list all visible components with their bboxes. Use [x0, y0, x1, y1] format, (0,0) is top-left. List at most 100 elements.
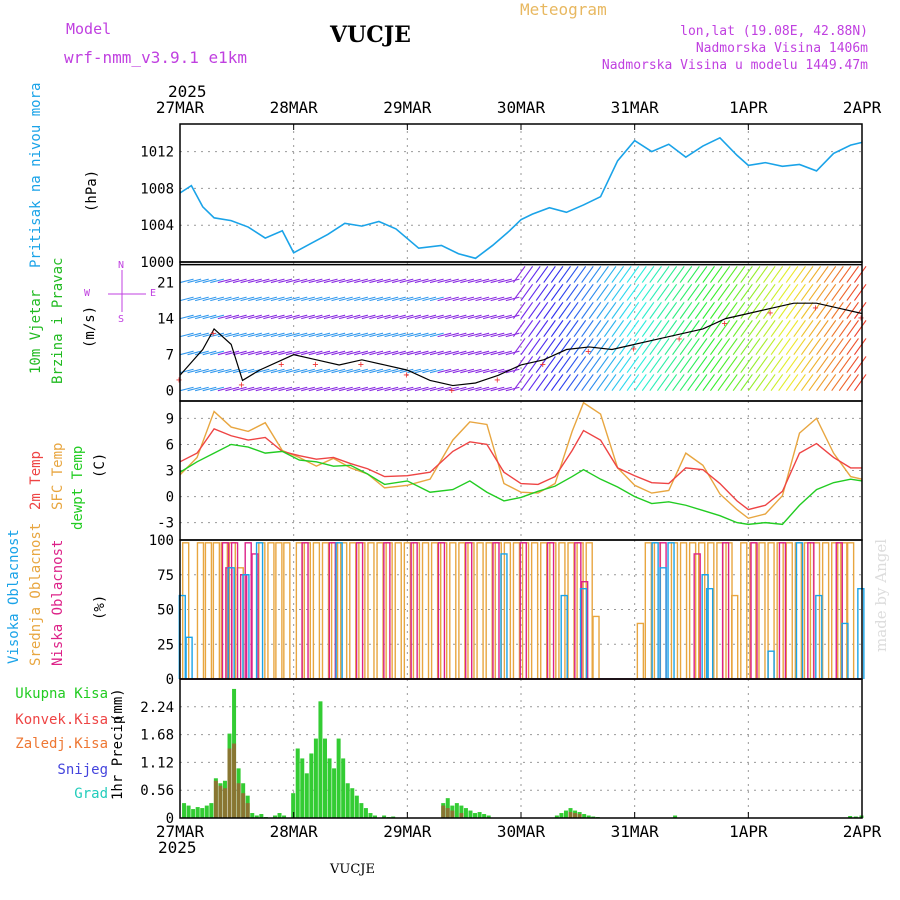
precip-total-bar	[354, 795, 359, 818]
cloud-mid-bar	[521, 542, 530, 679]
x-label-bottom: 30MAR	[497, 822, 546, 841]
precip-total-bar	[200, 808, 205, 818]
precip-total-bar	[345, 783, 350, 818]
cloud-high-bar	[255, 542, 264, 679]
x-label-top: 29MAR	[383, 98, 432, 117]
cloud-high-bar	[795, 542, 804, 679]
cloud-low-bar	[693, 553, 701, 679]
precip-conv-bar	[213, 780, 218, 818]
cloud-mid-bar	[385, 542, 393, 679]
pressure-tick-label: 1008	[140, 181, 174, 197]
x-label-bottom: 31MAR	[611, 822, 660, 841]
cloud-low-bar	[230, 542, 239, 679]
cloud-low-bar	[244, 542, 252, 679]
cloud-low-bar	[437, 542, 446, 679]
temp-tick-label: 9	[166, 411, 174, 427]
precip-total-bar	[300, 758, 305, 818]
wind-gust-marker: +	[358, 360, 364, 371]
cloud-mid-bar	[376, 542, 384, 679]
x-label-top: 28MAR	[270, 98, 319, 117]
cloud-high-bar	[701, 574, 709, 679]
precip-conv-bar	[573, 813, 578, 818]
precip-tick-label: 0.56	[140, 783, 174, 799]
x-label-bottom: 2APR	[843, 822, 882, 841]
cloud-high-bar	[767, 650, 775, 679]
precip-total-label: Ukupna Kisa	[15, 686, 108, 702]
wind-gust-marker: +	[540, 360, 546, 371]
wind-gust-marker: +	[312, 360, 318, 371]
sfc-temp-line	[179, 401, 863, 520]
cloud-mid-bar	[467, 542, 475, 679]
precip-total-bar	[336, 738, 341, 818]
cloud-mid-bar	[283, 542, 291, 679]
wind-barbs	[179, 266, 867, 392]
station-title: VUCJE	[330, 22, 411, 48]
precip-conv-bar	[241, 793, 246, 818]
precip-total-bar	[563, 810, 568, 818]
x-label-top: 31MAR	[611, 98, 660, 117]
temp-tick-label: -3	[157, 516, 174, 532]
x-label-bottom: 1APR	[729, 822, 768, 841]
wind-gust-marker: +	[813, 303, 819, 314]
temp-tick-label: 0	[166, 490, 174, 506]
precip-total-bar	[373, 815, 378, 818]
cloud-low-bar	[465, 542, 473, 679]
cloud-tick-label: 75	[157, 568, 174, 584]
precip-conv-bar	[227, 748, 232, 818]
cloud-high-bar	[705, 587, 714, 679]
cloud-mid-bar	[458, 542, 466, 679]
wind-gust-marker: +	[403, 370, 409, 381]
footer-station: VUCJE	[330, 862, 375, 877]
cloud-tick-label: 25	[157, 637, 174, 653]
precip-total-bar	[359, 803, 364, 818]
cloud-mid-bar	[831, 542, 839, 679]
precip-total-bar	[468, 810, 473, 818]
precip-total-bar	[322, 738, 327, 818]
cloud-mid-bar	[530, 542, 539, 679]
cloud-low-bar	[355, 542, 364, 679]
precip-total-bar	[673, 815, 678, 818]
compass-e: E	[150, 288, 157, 299]
compass-w: W	[84, 288, 91, 299]
cloud-low-bar	[750, 542, 758, 679]
precip-conv-label: Konvek.Kisa	[15, 712, 108, 728]
cloud-mid-bar	[567, 542, 575, 679]
cloud-mid-bar	[258, 542, 266, 679]
cloud-tick-label: 0	[166, 672, 174, 688]
precip-total-bar	[382, 815, 387, 818]
cloud-low-bar	[383, 542, 391, 679]
cloud-mid-bar	[679, 542, 688, 679]
precip-total-bar	[204, 805, 209, 818]
precip-total-bar	[477, 812, 482, 818]
cloud-mid-bar	[512, 542, 521, 679]
x-label-bottom: 29MAR	[383, 822, 432, 841]
cloud-mid-bar	[592, 615, 600, 679]
cloud-high-bar	[651, 542, 659, 679]
precip-conv-bar	[568, 812, 573, 818]
precip-total-bar	[327, 758, 332, 818]
precip-total-bar	[341, 758, 346, 818]
dewpt-line	[179, 443, 863, 526]
cloud-mid-bar	[440, 542, 448, 679]
cloud-mid-bar	[730, 594, 739, 679]
x-label-bottom: 27MAR	[156, 822, 205, 841]
temp-tick-label: 3	[166, 464, 174, 480]
cloud-mid-bar	[321, 542, 330, 679]
cloud-mid-bar	[698, 542, 706, 679]
precip-hail-label: Grad	[74, 786, 108, 802]
precip-total-bar	[250, 813, 255, 818]
chart-kind: Meteogram	[520, 0, 607, 19]
cloud-mid-bar	[485, 542, 493, 679]
precip-conv-bar	[232, 743, 237, 818]
wind-gust-marker: +	[722, 318, 728, 329]
precip-total-bar	[291, 793, 296, 818]
precip-total-bar	[368, 813, 373, 818]
cloud-high-bar	[667, 542, 675, 679]
precip-total-bar	[318, 701, 323, 818]
cloud-low-bar	[835, 542, 843, 679]
wind-gust-marker: +	[631, 344, 637, 355]
x-label-top: 30MAR	[497, 98, 546, 117]
precip-total-bar	[191, 809, 196, 818]
panel-frame	[179, 123, 863, 263]
cloud-high-bar	[242, 574, 250, 679]
